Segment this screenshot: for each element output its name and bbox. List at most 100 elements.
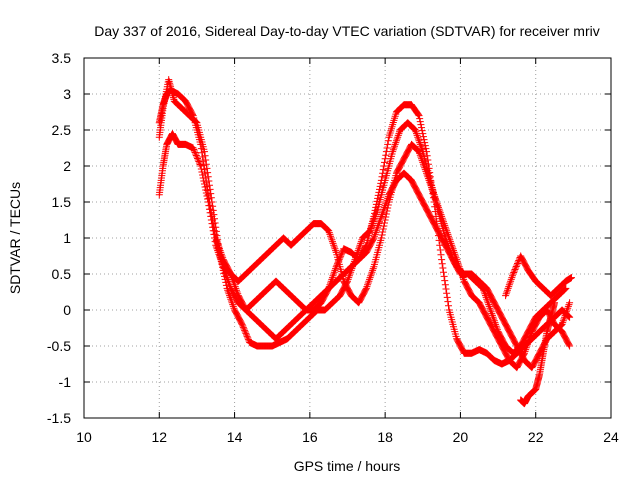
data-point: [209, 202, 217, 210]
data-point: [217, 250, 225, 258]
data-point: [505, 281, 513, 289]
data-point: [372, 229, 380, 237]
data-point: [197, 165, 205, 173]
data-point: [372, 209, 380, 217]
data-point: [370, 216, 378, 224]
data-point: [207, 194, 215, 202]
data-point: [202, 160, 210, 168]
data-point: [207, 212, 215, 220]
data-point: [559, 317, 567, 325]
data-point: [195, 158, 203, 165]
data-points: [155, 76, 575, 408]
data-point: [378, 211, 386, 219]
data-point: [375, 218, 383, 226]
data-point: [460, 275, 468, 283]
data-point: [419, 158, 427, 166]
data-point: [561, 285, 569, 293]
data-point: [355, 245, 363, 253]
data-point: [418, 124, 426, 132]
data-point: [442, 225, 450, 233]
data-point: [509, 270, 517, 278]
data-point: [379, 166, 387, 174]
data-point: [382, 198, 390, 206]
data-point: [201, 152, 209, 160]
data-point: [215, 243, 223, 251]
data-point: [204, 198, 212, 206]
data-point: [562, 308, 570, 316]
data-point: [382, 151, 390, 159]
data-point: [382, 213, 390, 221]
data-point: [415, 148, 423, 156]
data-point: [225, 290, 233, 298]
x-tick-label: 16: [302, 429, 318, 445]
data-point: [419, 130, 427, 138]
data-point: [228, 299, 236, 307]
data-point: [325, 227, 333, 235]
data-point: [411, 126, 419, 134]
data-point: [503, 288, 511, 296]
data-point: [437, 211, 445, 219]
data-point: [416, 140, 424, 148]
data-point: [445, 302, 453, 310]
data-point: [241, 328, 249, 336]
data-point: [420, 162, 428, 170]
data-point: [374, 223, 382, 231]
data-point: [329, 272, 337, 280]
data-point: [558, 320, 566, 328]
data-point: [512, 263, 520, 270]
data-point: [381, 219, 389, 227]
data-point: [242, 331, 250, 339]
data-point: [331, 266, 339, 274]
data-point: [371, 230, 379, 238]
data-point: [200, 180, 208, 188]
data-point: [526, 333, 534, 341]
data-point: [438, 256, 446, 264]
data-point: [226, 292, 234, 300]
data-point: [430, 191, 438, 199]
data-point: [379, 207, 387, 215]
data-point: [226, 293, 234, 301]
y-tick-label: 1: [63, 230, 71, 246]
x-axis-label: GPS time / hours: [294, 458, 401, 474]
data-point: [392, 139, 400, 147]
data-point: [355, 243, 363, 251]
data-point: [443, 227, 451, 235]
data-point: [487, 306, 495, 314]
data-point: [525, 335, 533, 343]
data-point: [370, 232, 378, 240]
data-point: [440, 272, 448, 280]
data-point: [230, 304, 238, 312]
data-point: [202, 189, 210, 197]
data-point: [416, 139, 424, 147]
data-point: [511, 266, 519, 273]
data-point: [416, 115, 424, 123]
y-tick-labels: -1.5 -1 -0.5 0 0.5 1 1.5 2 2.5 3 3.5: [47, 50, 71, 426]
data-point: [492, 322, 500, 330]
x-tick-label: 14: [227, 429, 243, 445]
data-point: [345, 274, 353, 282]
data-point: [413, 131, 421, 139]
data-point: [210, 230, 218, 238]
data-point: [227, 297, 235, 305]
data-point: [418, 157, 426, 165]
data-point: [198, 168, 206, 176]
data-point: [451, 250, 459, 258]
data-point: [204, 173, 212, 181]
data-point: [208, 220, 216, 228]
data-point: [224, 286, 232, 294]
data-point: [482, 293, 490, 301]
data-point: [444, 230, 452, 238]
data-point: [433, 198, 441, 206]
data-point: [242, 329, 250, 337]
data-point: [524, 340, 532, 348]
data-point: [432, 196, 440, 204]
data-point: [205, 202, 213, 210]
data-point: [369, 220, 377, 228]
data-point: [338, 249, 346, 257]
data-point: [379, 225, 387, 233]
grid: [84, 58, 611, 418]
data-point: [376, 216, 384, 224]
data-point: [436, 246, 444, 254]
data-point: [421, 142, 429, 150]
